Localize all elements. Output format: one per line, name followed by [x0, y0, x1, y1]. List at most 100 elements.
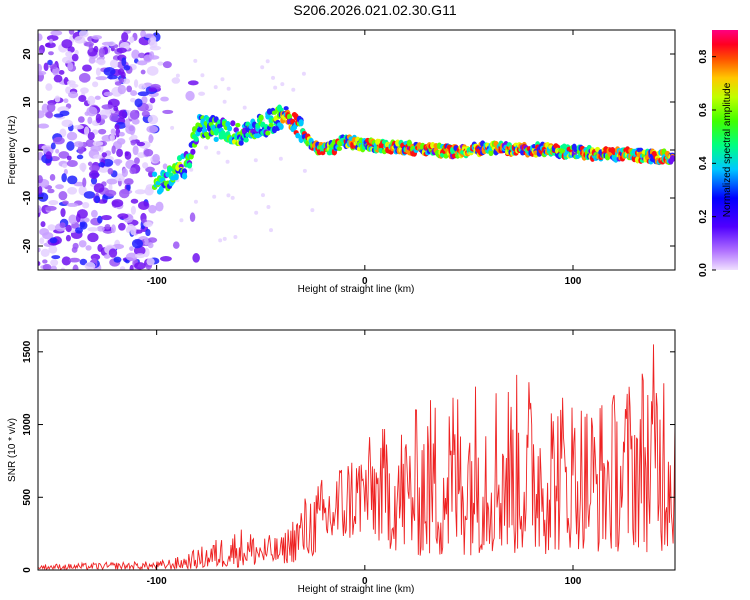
colorbar-tick-label: 0.0: [698, 263, 709, 277]
heatmap-cell: [65, 234, 71, 242]
heatmap-cell: [77, 145, 85, 155]
heatmap-cell: [50, 30, 63, 36]
heatmap-cell: [111, 199, 124, 208]
heatmap-cell: [258, 114, 264, 122]
heatmap-cell: [90, 209, 98, 218]
heatmap-cell: [97, 59, 106, 66]
heatmap-cell: [193, 58, 198, 63]
heatmap-cell: [58, 191, 68, 201]
heatmap-cell: [87, 132, 95, 141]
heatmap-cell: [44, 205, 57, 211]
colorbar-tick-label: 0.8: [698, 49, 709, 63]
heatmap-cell: [142, 162, 149, 169]
spectrogram-xtick-label: 0: [362, 276, 368, 287]
heatmap-cell: [124, 118, 130, 129]
heatmap-cell: [129, 167, 137, 175]
heatmap-cell: [73, 141, 84, 148]
heatmap-cell: [65, 224, 72, 233]
heatmap-cell: [65, 50, 73, 57]
heatmap-cell: [265, 130, 271, 136]
heatmap-cell: [118, 131, 125, 137]
heatmap-cell: [134, 157, 140, 165]
heatmap-cell: [230, 195, 235, 200]
heatmap-cell: [96, 225, 105, 232]
heatmap-cell: [160, 96, 169, 102]
heatmap-cell: [61, 56, 73, 64]
heatmap-cell: [90, 145, 102, 152]
heatmap-cell: [155, 201, 164, 212]
heatmap-cell: [78, 72, 91, 83]
colorbar: 0.0 0.2 0.4 0.6 0.8 Normalized spectral ampl…: [698, 30, 738, 277]
heatmap-cell: [130, 205, 136, 215]
heatmap-cell: [117, 213, 129, 219]
heatmap-cell: [128, 136, 133, 141]
snr-xtick-label: 0: [362, 576, 368, 587]
heatmap-cell: [131, 49, 140, 60]
heatmap-cell: [173, 173, 179, 181]
heatmap-cell: [265, 59, 270, 64]
heatmap-cell: [172, 241, 180, 249]
heatmap-cell: [130, 225, 137, 236]
heatmap-cell: [86, 106, 98, 117]
heatmap-cell: [95, 113, 102, 124]
heatmap-cell: [54, 95, 61, 103]
heatmap-cell: [87, 232, 99, 243]
heatmap-cell: [140, 69, 146, 75]
heatmap-cell: [238, 140, 244, 146]
heatmap-cell: [160, 256, 172, 262]
snr-frame: [37, 329, 676, 571]
heatmap-cell: [40, 221, 46, 228]
heatmap-cell: [88, 43, 93, 53]
heatmap-cell: [39, 237, 45, 245]
heatmap-cell: [278, 123, 284, 130]
heatmap-cell: [114, 124, 120, 130]
snr-ytick-label: 1000: [22, 413, 33, 436]
heatmap-cell: [136, 141, 146, 147]
heatmap-cell: [280, 82, 285, 87]
heatmap-cell: [101, 104, 114, 110]
heatmap-cell: [171, 77, 181, 84]
heatmap-cell: [283, 106, 289, 111]
heatmap-cell: [98, 47, 106, 58]
heatmap-cell: [80, 87, 89, 94]
heatmap-cell: [273, 85, 278, 90]
spectrogram-ytick-label: 0: [22, 147, 33, 153]
heatmap-cell: [119, 78, 125, 83]
heatmap-cell: [226, 125, 233, 132]
heatmap-cell: [72, 264, 79, 270]
heatmap-cell: [130, 140, 136, 146]
heatmap-cell: [107, 167, 114, 175]
heatmap-cell: [83, 126, 90, 136]
heatmap-cell: [134, 98, 143, 108]
heatmap-cell: [66, 159, 78, 168]
heatmap-cell: [97, 199, 108, 204]
heatmap-cell: [50, 265, 57, 270]
heatmap-cell: [49, 38, 54, 44]
heatmap-cell: [243, 137, 249, 143]
heatmap-cell: [145, 166, 155, 173]
spectrogram-heatmap: [38, 30, 675, 270]
heatmap-cell: [124, 151, 132, 160]
heatmap-cell: [66, 131, 78, 141]
heatmap-cell: [82, 201, 90, 209]
heatmap-cell: [170, 125, 175, 130]
heatmap-cell: [298, 119, 304, 127]
heatmap-cell: [49, 63, 58, 70]
heatmap-cell: [126, 182, 131, 192]
heatmap-cell: [138, 201, 150, 210]
heatmap-cell: [61, 256, 71, 266]
heatmap-cell: [187, 80, 199, 86]
heatmap-cell: [143, 237, 149, 246]
heatmap-cell: [39, 49, 44, 55]
heatmap-cell: [94, 195, 101, 204]
heatmap-cell: [61, 163, 68, 169]
heatmap-cell: [69, 257, 81, 263]
heatmap-cell: [43, 62, 49, 72]
colorbar-ticks: 0.0 0.2 0.4 0.6 0.8: [698, 49, 716, 277]
heatmap-cell: [143, 221, 153, 228]
snr-ytick-label: 0: [22, 567, 33, 573]
heatmap-cell: [119, 266, 126, 270]
heatmap-cell: [162, 61, 172, 69]
heatmap-cell: [66, 202, 79, 207]
heatmap-cell: [58, 69, 65, 75]
